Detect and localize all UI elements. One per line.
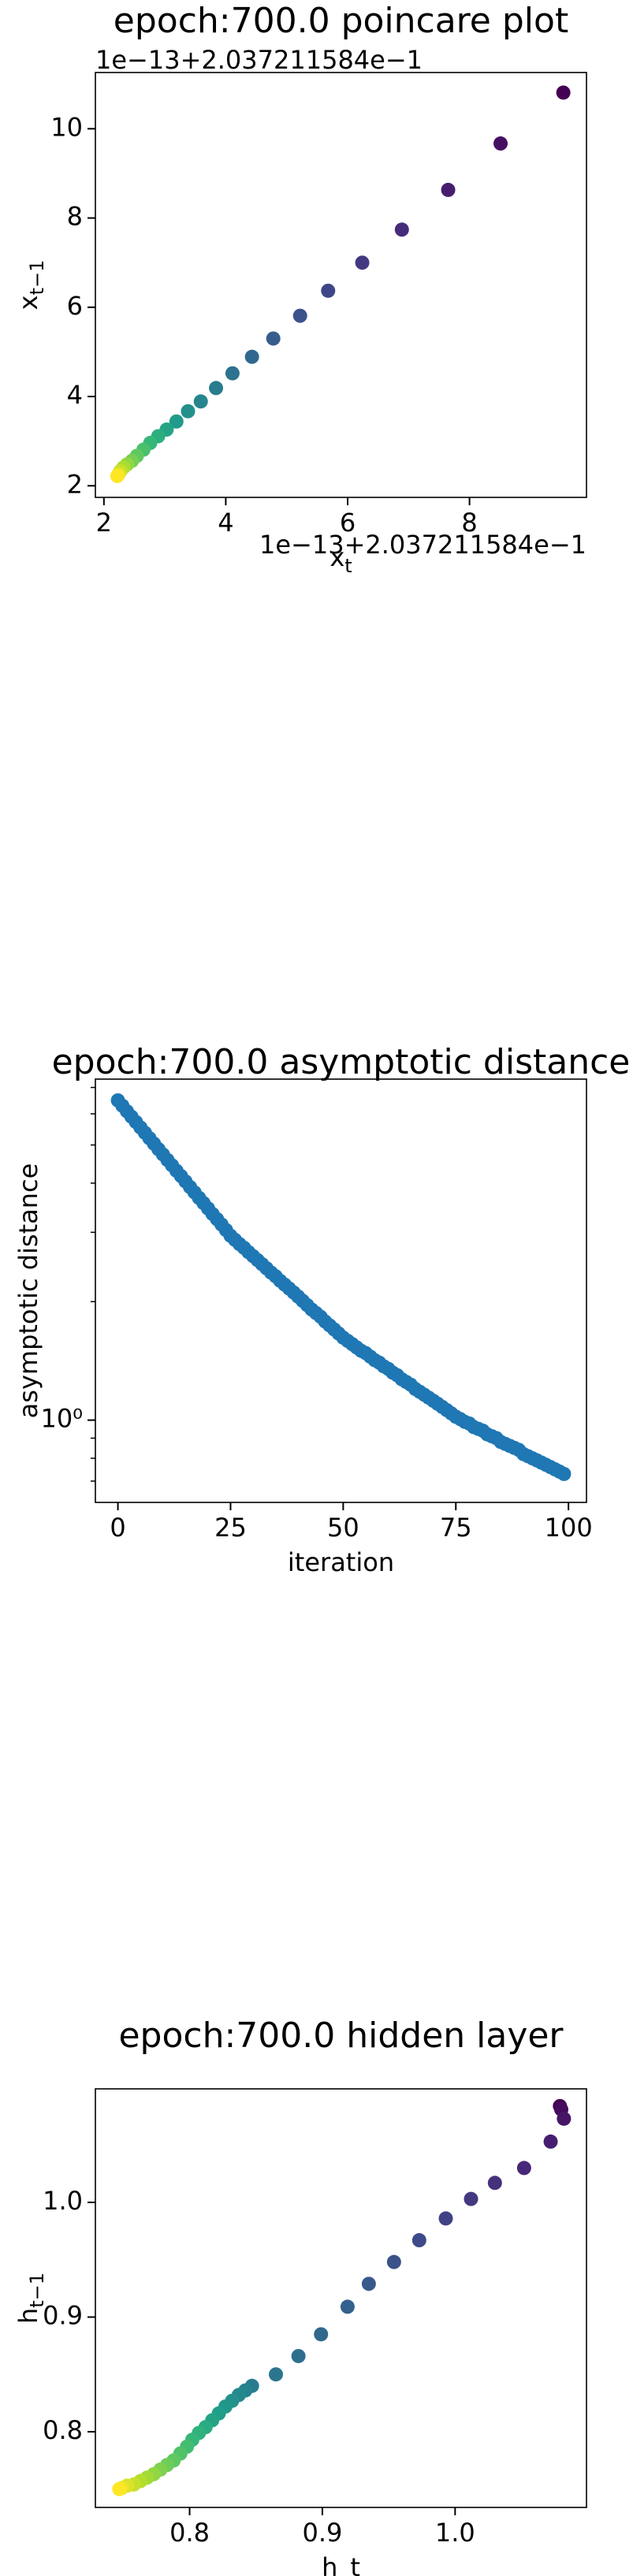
ylabel-label-base: h [13,2308,43,2324]
y-offset-text: 1e−13+2.037211584e−1 [95,45,423,75]
y-tick-label: 0.9 [43,2301,83,2331]
point [244,349,259,364]
x-tick-label: 0.8 [169,2518,210,2548]
xlabel-label: h_t [322,2552,360,2576]
ylabel-label: asymptotic distance [13,1163,43,1419]
x-tick-label: 2 [96,508,112,538]
x-tick-label: 4 [218,508,233,538]
ylabel-label: ht−1 [13,2273,48,2324]
xlabel-label-base: h_t [322,2552,360,2576]
y-tick-label: 10 [50,112,83,142]
chart: epoch:700.0 asymptotic distance 0 25 50 75 10… [13,1042,630,1577]
point [112,2481,127,2496]
point [411,2233,426,2248]
x-tick-label: 0.9 [302,2518,342,2548]
chart-title: epoch:700.0 hidden layer [118,2016,564,2056]
point [386,2254,401,2269]
point [110,468,125,483]
xlabel-label: xt [330,542,352,577]
point [169,414,184,429]
point [361,2276,376,2291]
point [291,2348,306,2363]
y-tick-label: 8 [67,202,83,232]
x-tick-label: 25 [214,1513,247,1543]
point [557,1466,572,1481]
point [557,2111,572,2126]
y-tick-label: 1.0 [43,2186,83,2216]
y-tick-label: 4 [67,380,83,410]
ylabel-label-base: x [13,295,43,310]
ylabel-label: xt−1 [13,260,48,311]
chart-title: epoch:700.0 poincare plot [114,1,568,41]
point [516,2161,531,2176]
point [268,2367,283,2382]
ylabel-label-base: asymptotic distance [13,1163,43,1419]
chart-title: epoch:700.0 asymptotic distance [52,1042,631,1082]
xlabel-label-sub: t [344,555,352,577]
point [292,308,307,323]
point [487,2176,502,2191]
point [464,2191,478,2206]
plot-frame [95,2088,587,2508]
x-tick-label: 50 [327,1513,359,1543]
plot-frame [95,1078,587,1503]
point [441,182,456,197]
xlabel-label: iteration [288,1547,394,1577]
x-offset-text: 1e−13+2.037211584e−1 [259,530,586,560]
point [225,366,240,381]
point [438,2211,453,2226]
plot-frame [95,72,587,498]
y-tick-label: 10⁰ [40,1404,83,1434]
y-tick-label: 6 [67,291,83,321]
x-tick-label: 75 [440,1513,472,1543]
point [355,255,370,270]
x-tick-label: 6 [340,508,356,538]
point [543,2134,558,2149]
x-tick-label: 0 [110,1513,125,1543]
ylabel-label-sub: t−1 [26,260,48,296]
xlabel-label-base: iteration [288,1547,394,1577]
point [266,331,281,346]
point [193,394,208,409]
xlabel-label-base: x [330,542,344,572]
point [314,2327,329,2342]
chart: epoch:700.0 hidden layer 0.8 0.9 1.0 0.8 0.9 1… [13,2016,587,2576]
x-tick-label: 100 [545,1513,593,1543]
point [493,136,508,151]
x-tick-label: 1.0 [435,2518,475,2548]
point [321,283,336,298]
y-tick-label: 0.8 [43,2415,83,2445]
point [340,2299,355,2314]
point [181,404,195,419]
y-tick-label: 2 [67,469,83,499]
point [394,222,409,237]
ylabel-label-sub: t−1 [26,2273,48,2308]
x-tick-label: 8 [461,508,477,538]
point [556,85,571,100]
point [209,381,224,396]
